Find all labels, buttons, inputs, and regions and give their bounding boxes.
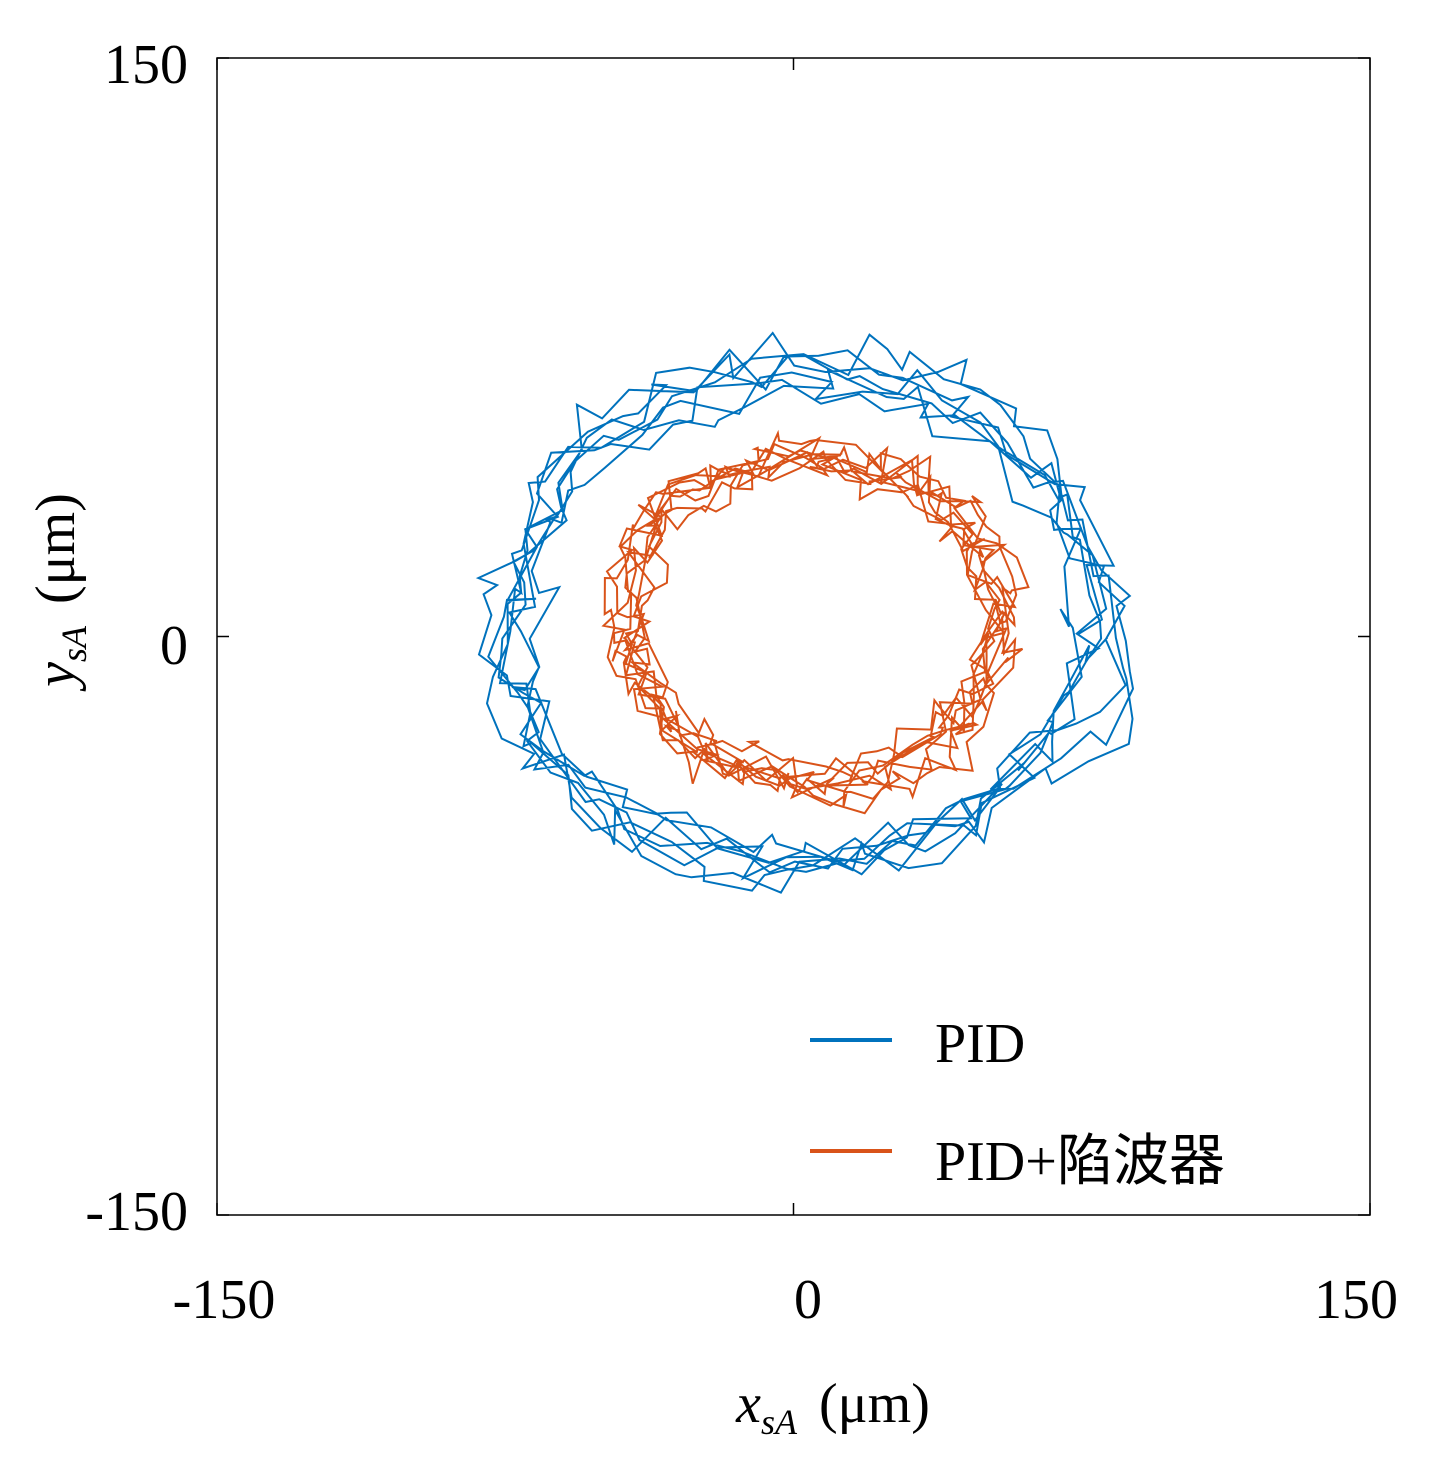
x-axis-unit: (μm): [819, 1373, 930, 1435]
y-axis-subscript: sA: [54, 625, 94, 662]
series-group: [475, 331, 1135, 894]
x-axis-subscript: sA: [761, 1402, 798, 1442]
y-axis-unit: (μm): [25, 493, 87, 604]
legend-label-pid: PID: [935, 1013, 1025, 1075]
plot-area-background: [217, 58, 1370, 1215]
y-tick-labels: -150 0 150: [85, 34, 188, 1243]
x-tick-labels: -150 0 150: [173, 1269, 1398, 1331]
x-tick-label: -150: [173, 1269, 276, 1331]
x-tick-label: 0: [794, 1269, 822, 1331]
x-axis-label: xsA (μm): [735, 1373, 930, 1442]
series-line-pid: [475, 331, 1135, 894]
y-axis-variable: y: [25, 662, 87, 692]
plot-area-border: [216, 57, 1371, 1216]
x-tick-label: 150: [1314, 1269, 1398, 1331]
legend-label-pid-notch: PID+陷波器: [935, 1131, 1225, 1193]
y-tick-label: 150: [104, 34, 188, 96]
y-tick-label: 0: [160, 615, 188, 677]
y-tick-label: -150: [85, 1181, 188, 1243]
x-axis-variable: x: [735, 1373, 761, 1435]
legend: PID PID+陷波器: [810, 1013, 1225, 1193]
series-line-pid-notch: [601, 429, 1030, 815]
y-axis-label: ysA (μm): [25, 493, 94, 692]
